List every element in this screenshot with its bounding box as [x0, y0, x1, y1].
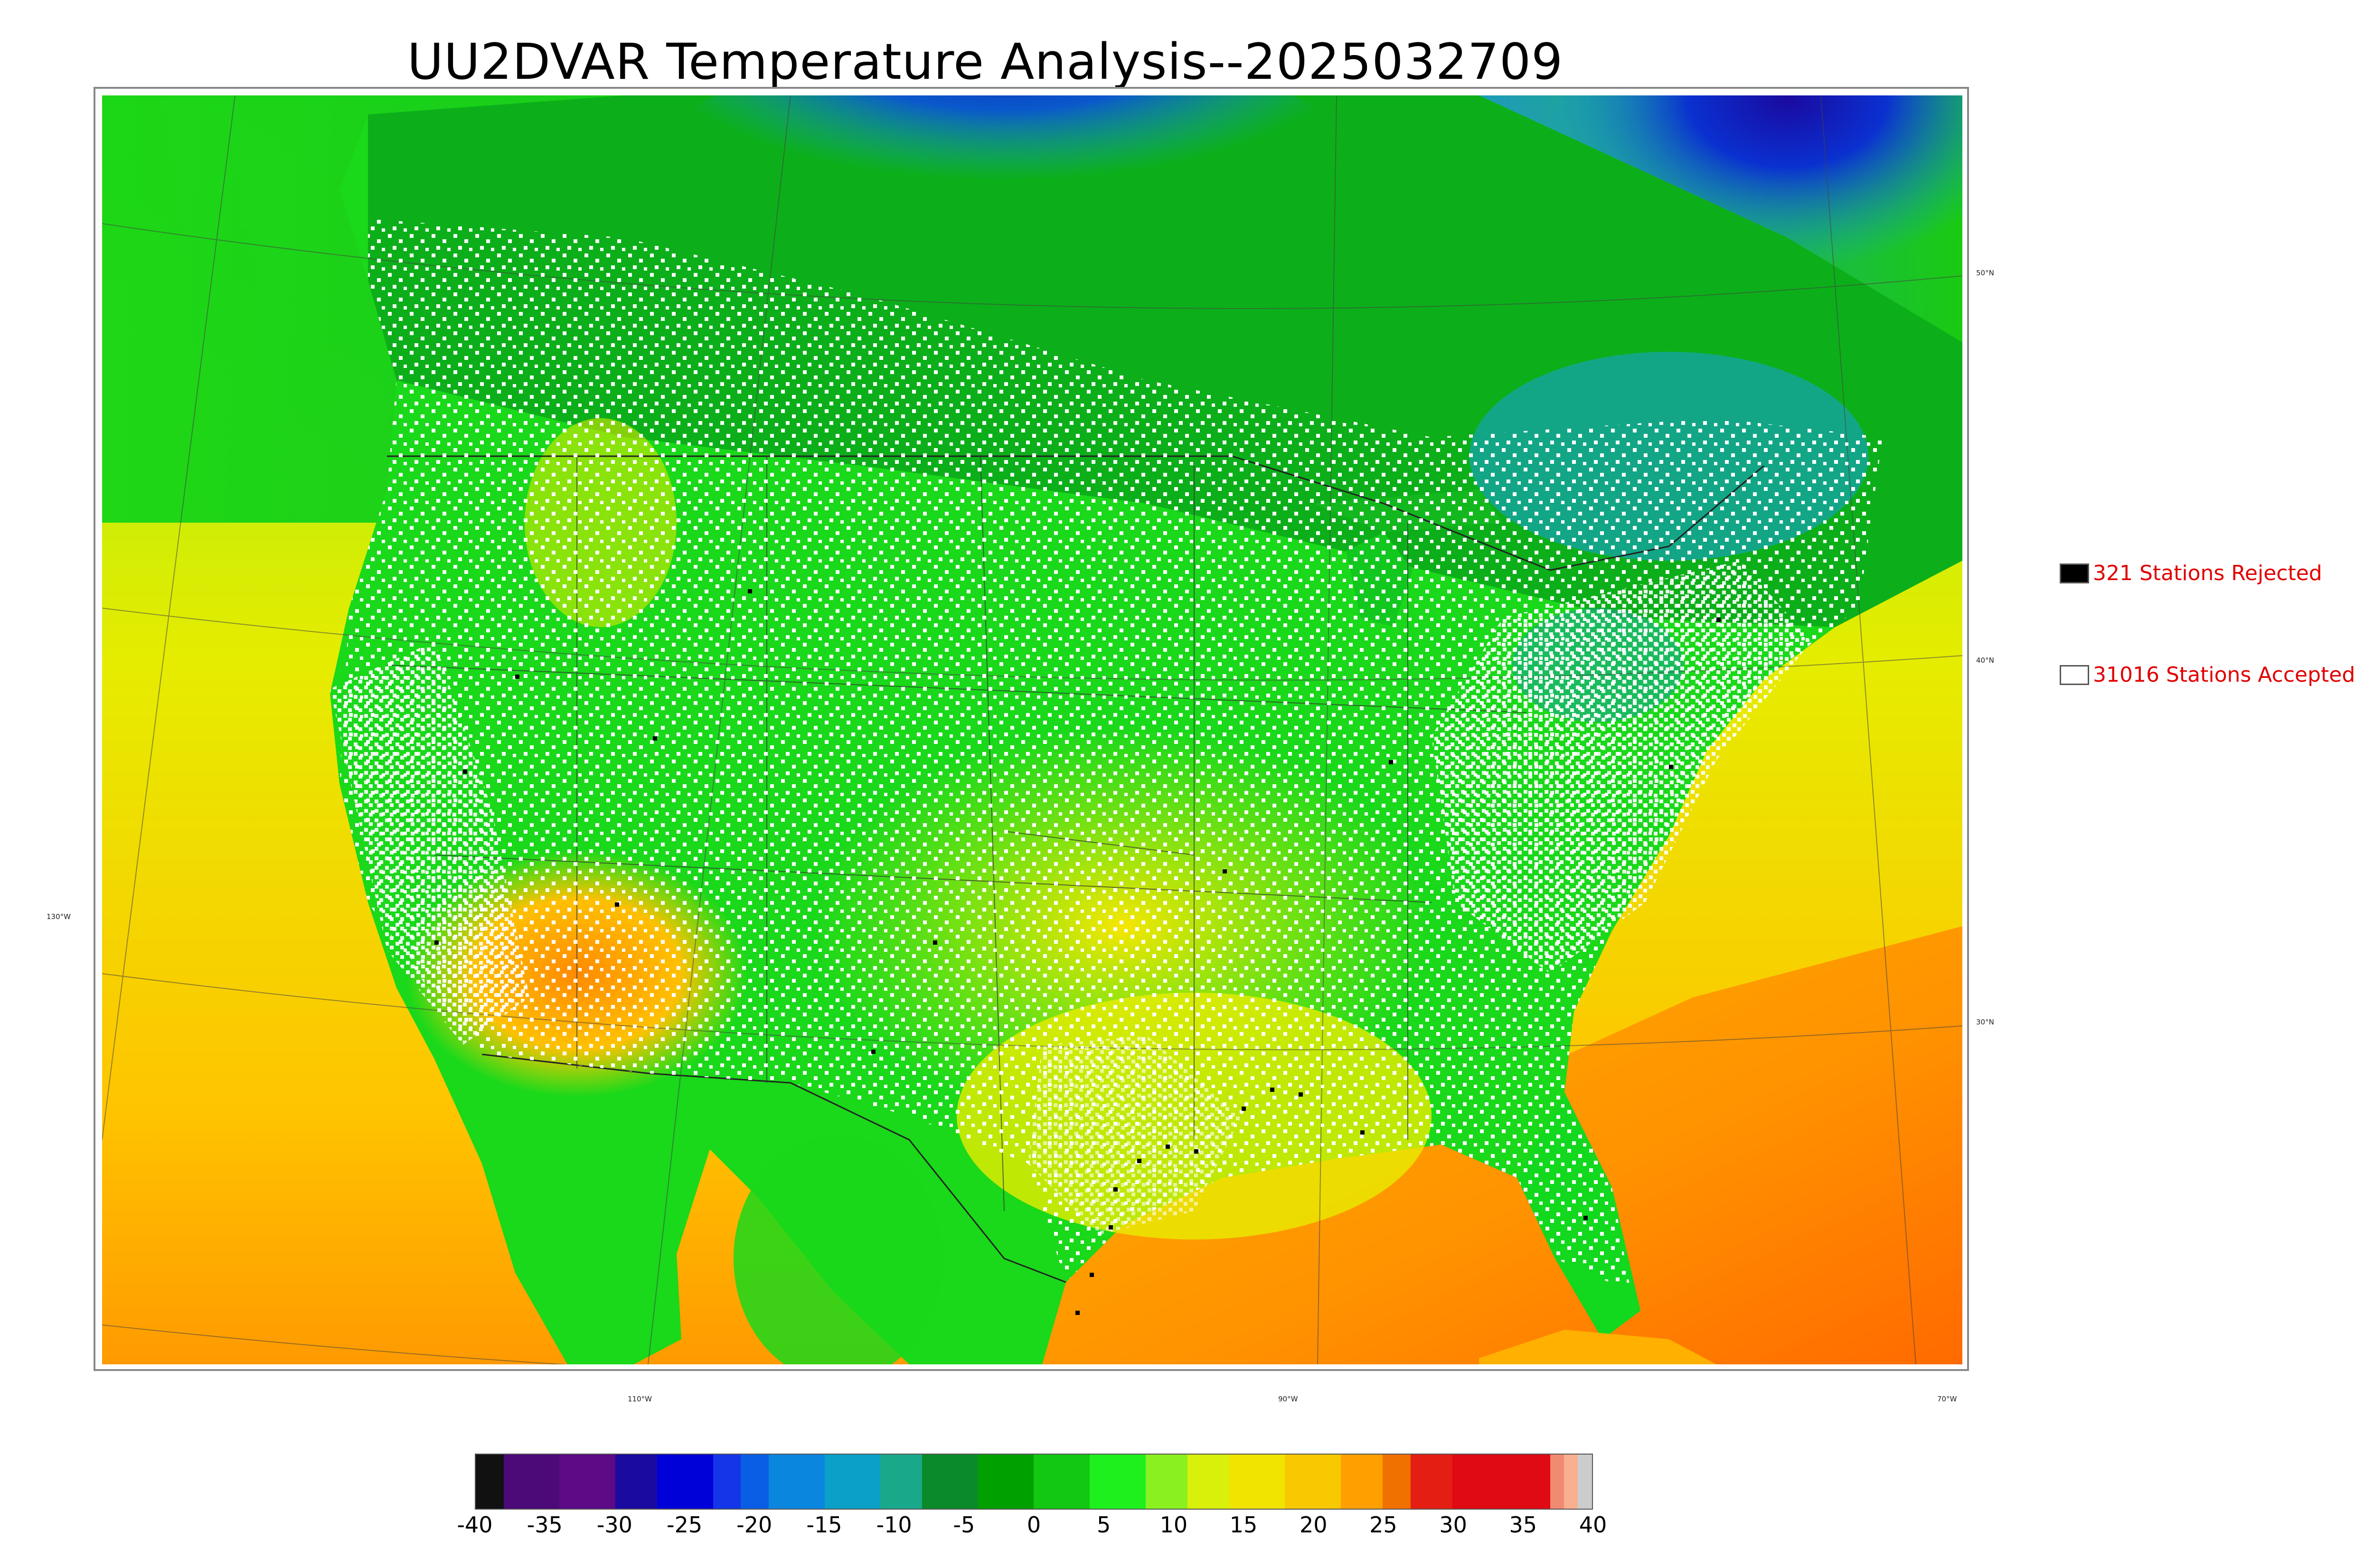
legend-rejected-label: 321 Stations Rejected: [2093, 561, 2322, 585]
lon-label-110w: 110°W: [628, 1395, 652, 1403]
cold-canada-2: [643, 95, 1365, 323]
lon-label-130w: 130°W: [47, 912, 71, 921]
legend-rejected: 321 Stations Rejected: [2060, 561, 2322, 585]
legend-accepted: 31016 Stations Accepted: [2060, 663, 2355, 687]
colorbar-tick-label: 20: [1299, 1512, 1328, 1538]
colorbar-tick-label: 0: [1027, 1512, 1041, 1538]
colorbar-segment: [1578, 1455, 1592, 1509]
colorbar-tick-label: 30: [1439, 1512, 1467, 1538]
colorbar-tick-label: -25: [666, 1512, 703, 1538]
colorbar-segment: [1285, 1455, 1341, 1509]
colorbar-segment: [615, 1455, 658, 1509]
colorbar-ticks: -40 -35 -30 -25 -20 -15 -10 -5 0 5 10 15 20 25 30 35 40: [0, 1512, 2374, 1540]
accepted-stations-dense-east: [1432, 561, 1811, 974]
colorbar-tick-label: 35: [1509, 1512, 1537, 1538]
colorbar-segment: [978, 1455, 1034, 1509]
colorbar-segment: [1034, 1455, 1090, 1509]
colorbar-segment: [1229, 1455, 1285, 1509]
lon-label-90w: 90°W: [1278, 1395, 1298, 1403]
map-title: UU2DVAR Temperature Analysis--2025032709: [407, 33, 1564, 91]
lon-label-70w: 70°W: [1937, 1395, 1957, 1403]
accepted-stations-dense-texas: [1028, 1035, 1242, 1235]
colorbar-segment: [1452, 1455, 1550, 1509]
colorbar-tick-label: -5: [953, 1512, 975, 1538]
colorbar-segment: [559, 1455, 615, 1509]
mexico-highlands: [734, 1135, 942, 1364]
colorbar-tick-label: 10: [1159, 1512, 1188, 1538]
rejected-stations: [434, 589, 1721, 1315]
colorbar-segment: [1564, 1455, 1578, 1509]
colorbar-segment: [1383, 1455, 1411, 1509]
colorbar-segment: [1410, 1455, 1453, 1509]
colorbar-segment: [476, 1455, 504, 1509]
lat-label-30n: 30°N: [1976, 1018, 1994, 1026]
colorbar-segment: [503, 1455, 560, 1509]
colorbar-segment: [1145, 1455, 1187, 1509]
colorbar-tick-label: -10: [876, 1512, 912, 1538]
colorbar-segment: [1089, 1455, 1146, 1509]
colorbar-tick-label: -20: [736, 1512, 772, 1538]
colorbar-segment: [1340, 1455, 1383, 1509]
accepted-stations-cluster: [339, 219, 1883, 1292]
colorbar-tick-label: 15: [1229, 1512, 1258, 1538]
colorbar-segment: [769, 1455, 825, 1509]
colorbar-tick-label: -15: [806, 1512, 842, 1538]
legend-accepted-label: 31016 Stations Accepted: [2093, 663, 2355, 687]
colorbar-segment: [824, 1455, 881, 1509]
colorbar-tick-label: 5: [1097, 1512, 1111, 1538]
temperature-field: [102, 95, 1962, 1364]
temperature-analysis-map: [94, 87, 1969, 1371]
colorbar-segment: [1187, 1455, 1229, 1509]
colorbar-tick-label: 25: [1369, 1512, 1397, 1538]
colorbar-segment: [741, 1455, 769, 1509]
accepted-stations-dense-west: [330, 641, 529, 1045]
cuba: [1479, 1330, 1716, 1364]
temperature-colorbar: [475, 1454, 1593, 1510]
colorbar-segment: [880, 1455, 923, 1509]
colorbar-segment: [922, 1455, 978, 1509]
colorbar-segment: [713, 1455, 741, 1509]
colorbar-segment: [657, 1455, 713, 1509]
colorbar-tick-label: -30: [596, 1512, 632, 1538]
accepted-swatch-icon: [2060, 665, 2089, 685]
rejected-swatch-icon: [2060, 563, 2089, 583]
colorbar-tick-label: -35: [527, 1512, 563, 1538]
colorbar-tick-label: -40: [457, 1512, 493, 1538]
lat-label-50n: 50°N: [1976, 269, 1994, 277]
lat-label-40n: 40°N: [1976, 656, 1994, 665]
colorbar-tick-label: 40: [1579, 1512, 1607, 1538]
colorbar-segment: [1550, 1455, 1564, 1509]
